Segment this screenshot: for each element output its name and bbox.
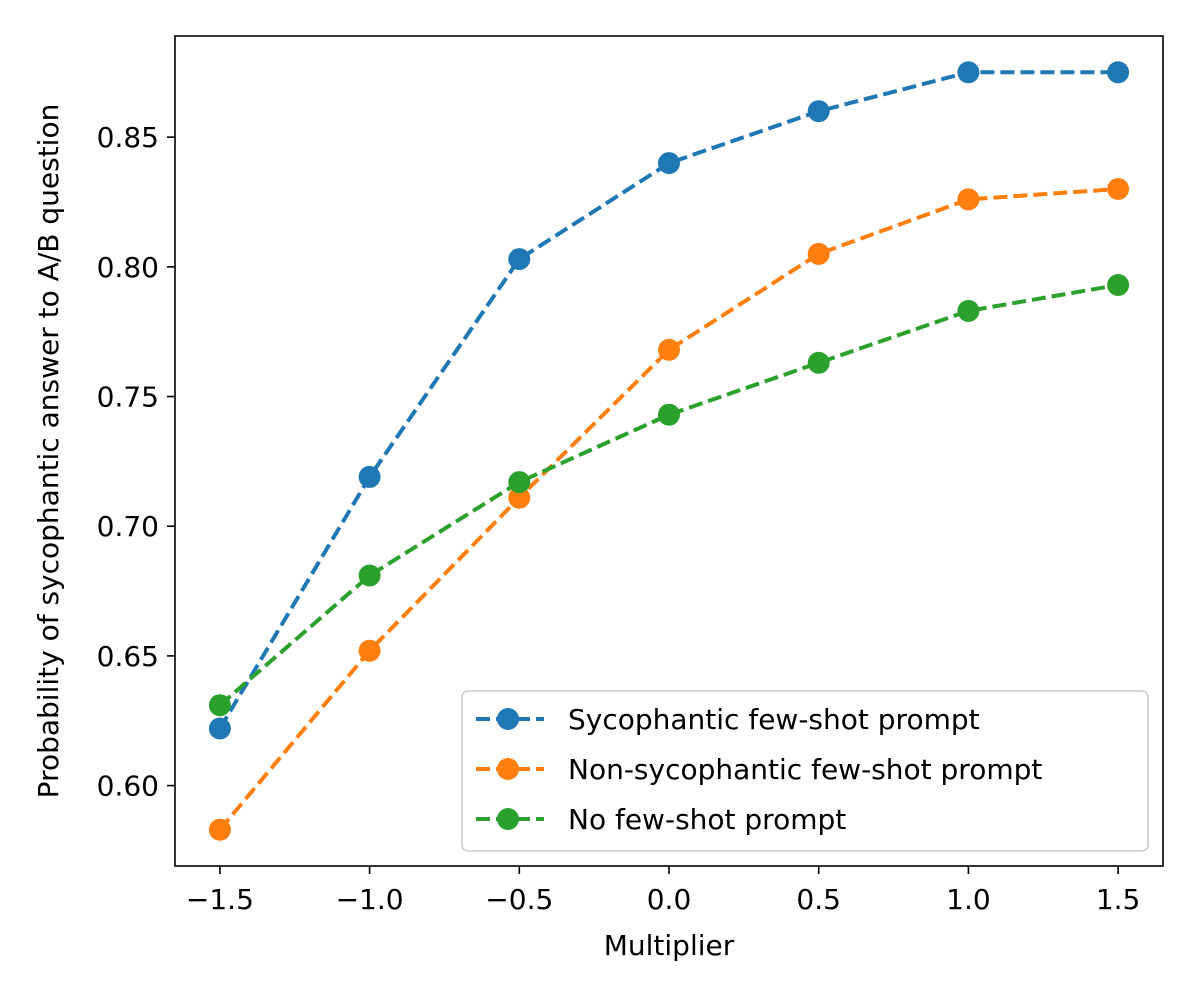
y-tick-label: 0.80: [97, 251, 159, 284]
data-point: [208, 717, 231, 740]
data-point: [208, 694, 231, 717]
data-point: [807, 100, 830, 123]
legend-item: Non-sycophantic few-shot prompt: [476, 753, 1042, 786]
data-point: [358, 465, 381, 488]
data-point: [658, 403, 680, 426]
data-point: [658, 338, 680, 361]
data-point: [658, 152, 680, 175]
series-2: [208, 178, 1130, 841]
data-point: [957, 188, 980, 211]
y-tick-label: 0.70: [97, 510, 159, 543]
data-point: [807, 351, 830, 374]
legend-marker: [497, 708, 519, 730]
x-tick-label: 0.5: [796, 883, 841, 916]
x-axis: −1.5 −1.0 −0.5 0.0 0.5 1.0 1.5: [186, 866, 1140, 916]
y-axis-label: Probability of sycophantic answer to A/B…: [32, 104, 65, 799]
data-point: [358, 564, 381, 587]
data-point: [957, 299, 980, 322]
data-point: [957, 61, 980, 84]
y-tick-label: 0.85: [97, 121, 159, 154]
data-point: [1107, 274, 1130, 296]
data-point: [508, 486, 531, 509]
legend-item: Sycophantic few-shot prompt: [476, 703, 980, 736]
legend-label: Sycophantic few-shot prompt: [568, 703, 980, 736]
y-tick-label: 0.75: [97, 381, 159, 414]
series-3: [208, 274, 1130, 717]
data-point: [807, 242, 830, 265]
data-point: [358, 639, 381, 662]
x-axis-label: Multiplier: [604, 929, 735, 962]
data-point: [508, 248, 531, 271]
x-tick-label: −0.5: [485, 883, 553, 916]
legend-item: No few-shot prompt: [476, 803, 846, 836]
legend-label: Non-sycophantic few-shot prompt: [568, 753, 1042, 786]
data-point: [208, 818, 231, 841]
x-tick-label: 1.0: [946, 883, 991, 916]
y-axis: 0.60 0.65 0.70 0.75 0.80 0.85: [97, 121, 175, 803]
legend-box: [461, 690, 1149, 852]
data-point: [508, 471, 531, 494]
y-tick-label: 0.60: [97, 770, 159, 803]
series-1: [208, 61, 1130, 740]
legend: Sycophantic few-shot prompt Non-sycophant…: [461, 690, 1149, 852]
x-tick-label: 1.5: [1096, 883, 1141, 916]
x-tick-label: 0.0: [647, 883, 692, 916]
legend-label: No few-shot prompt: [568, 803, 846, 836]
x-tick-label: −1.5: [186, 883, 254, 916]
x-tick-label: −1.0: [336, 883, 404, 916]
y-tick-label: 0.65: [97, 640, 159, 673]
data-point: [1107, 178, 1130, 200]
legend-marker: [497, 808, 519, 830]
legend-marker: [497, 758, 519, 780]
data-point: [1107, 61, 1130, 84]
series-layer: [208, 61, 1130, 841]
